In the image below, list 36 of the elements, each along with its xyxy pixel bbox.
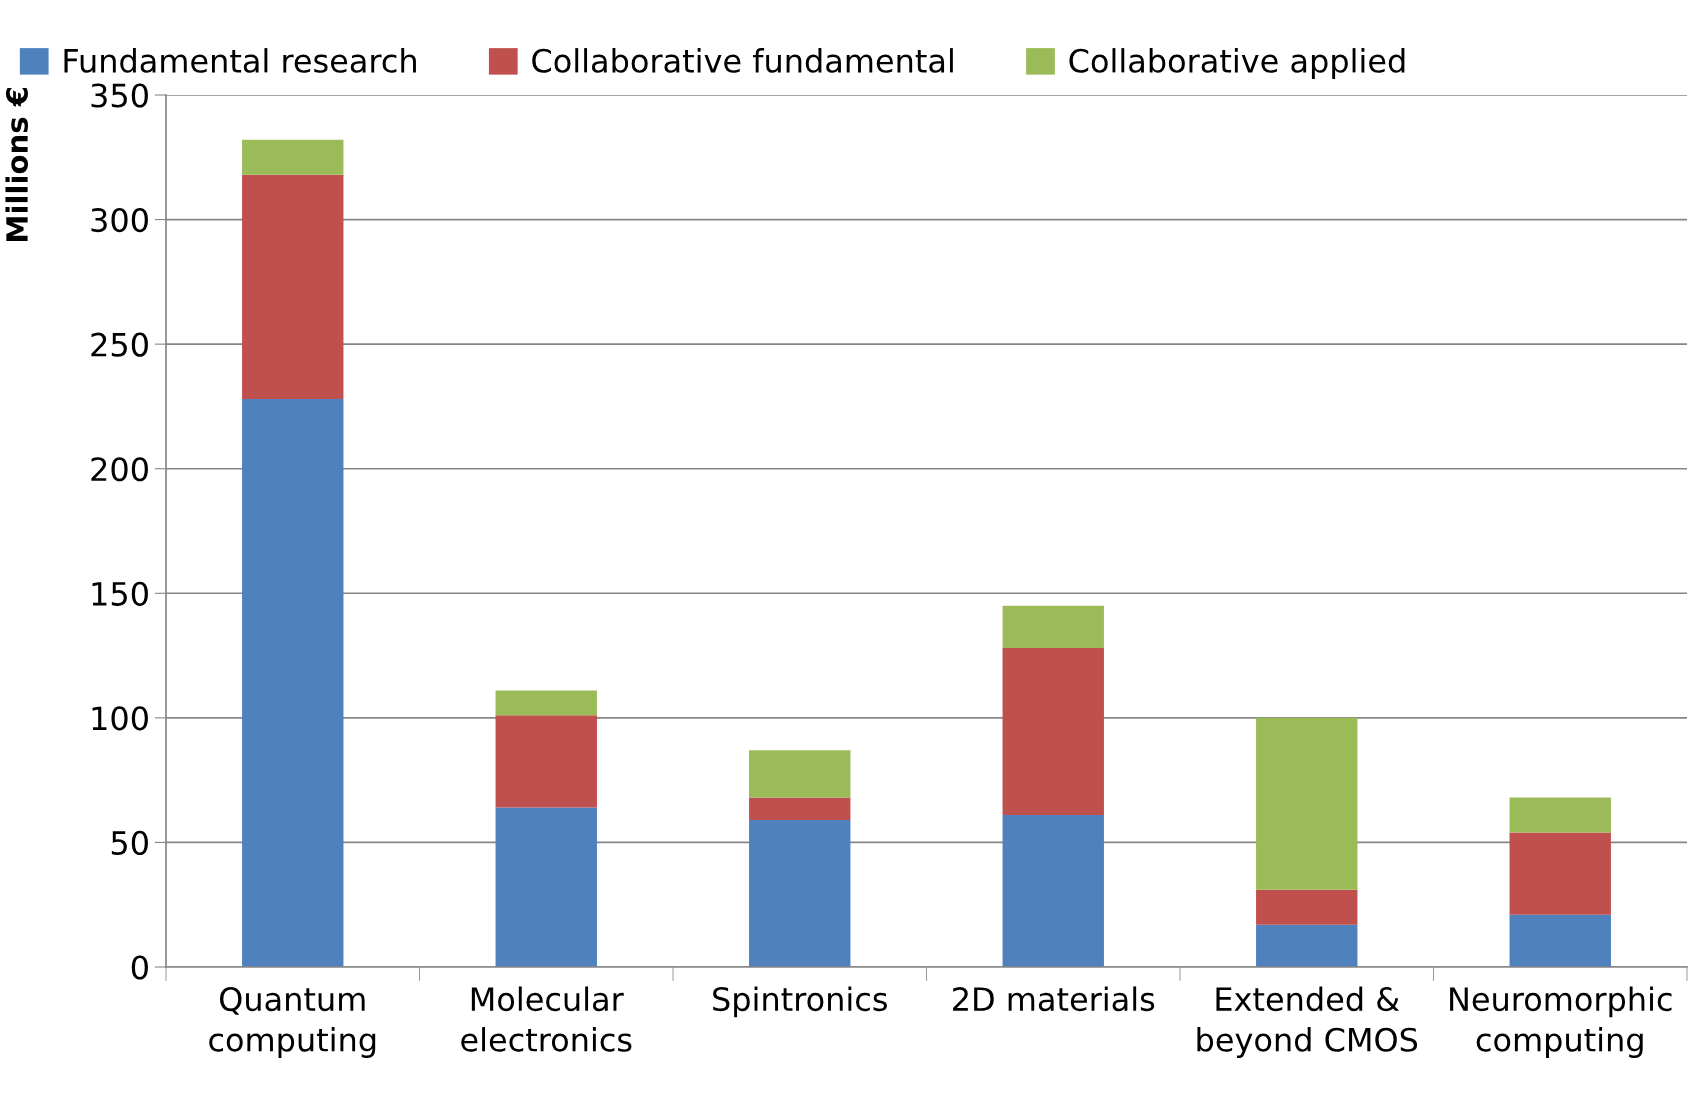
bar — [749, 820, 851, 967]
bar — [1256, 889, 1358, 925]
y-tick-label: 300 — [91, 208, 148, 233]
legend-label: Fundamental research — [64, 48, 416, 73]
x-tick-label: Extended & beyond CMOS — [1197, 986, 1418, 1058]
bar — [1002, 605, 1104, 649]
bar — [749, 797, 851, 821]
bar — [242, 139, 344, 175]
y-tick-label: 350 — [91, 83, 148, 108]
bar — [1002, 648, 1104, 816]
bar — [242, 174, 344, 399]
y-tick-label: 250 — [91, 332, 148, 357]
bar — [749, 750, 851, 798]
y-tick-label: 50 — [111, 830, 148, 856]
bar — [1256, 717, 1358, 890]
legend-label: Collaborative applied — [1069, 48, 1405, 80]
bar — [1509, 832, 1611, 915]
y-tick-label: 100 — [92, 706, 148, 731]
bar — [242, 398, 344, 967]
x-tick-label: Spintronics — [713, 986, 887, 1018]
x-tick-label: Quantum computing — [209, 987, 376, 1058]
bar — [1509, 914, 1611, 967]
x-tick-label: 2D materials — [953, 986, 1155, 1012]
x-tick-label: Molecular electronics — [461, 986, 632, 1052]
y-tick-label: 0 — [131, 955, 148, 980]
bar — [495, 690, 597, 716]
bar — [1509, 797, 1611, 833]
x-tick-label: Neuromorphic computing — [1450, 986, 1672, 1058]
bar — [1002, 815, 1104, 967]
y-axis-title: Millions € — [5, 87, 29, 241]
bar — [495, 715, 597, 808]
bar — [495, 807, 597, 967]
y-tick-label: 150 — [92, 581, 148, 606]
bar — [1256, 924, 1358, 967]
y-tick-label: 200 — [91, 457, 148, 482]
legend-label: Collaborative fundamental — [532, 48, 953, 73]
